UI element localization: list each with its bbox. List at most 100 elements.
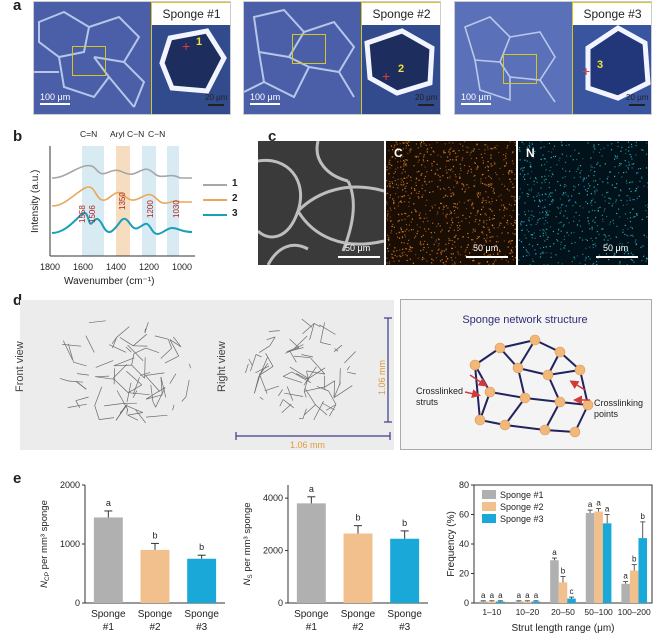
- spectrum-series-3: [51, 211, 193, 235]
- b-xlabel: Wavenumber (cm⁻¹): [64, 276, 155, 287]
- zoom-box: [72, 46, 106, 76]
- b-xtick-1600: 1600: [73, 262, 94, 272]
- svg-text:+: +: [582, 63, 590, 79]
- scale-bar: [40, 103, 70, 105]
- significance-letter: a: [490, 591, 495, 600]
- label-crosslinking-points: Crosslinking points: [594, 398, 644, 419]
- spectrum-series-2: [51, 186, 192, 207]
- edx-nitrogen-label: N: [526, 146, 535, 160]
- bar: [621, 583, 630, 603]
- inset-scale-label: 20 μm: [415, 93, 438, 102]
- bar: [523, 601, 532, 603]
- x-tick-label: 1–10: [482, 607, 501, 617]
- bar: [390, 538, 420, 603]
- scale-bar-label: 100 μm: [40, 92, 71, 102]
- inset-scale-bar: [629, 104, 645, 106]
- spectrum-series-1: [51, 164, 192, 179]
- right-view-label: Right view: [216, 341, 228, 392]
- y-tick-label: 80: [459, 480, 469, 490]
- b-legend-line-1: [203, 184, 227, 186]
- svg-text:+: +: [382, 68, 390, 84]
- significance-letter: b: [561, 566, 566, 575]
- edx-carbon-label: C: [394, 146, 403, 160]
- x-tick-label: #2: [352, 622, 364, 633]
- significance-letter: a: [498, 591, 503, 600]
- b-xtick-1400: 1400: [106, 262, 127, 272]
- peak-label-1350: 1350: [118, 192, 127, 210]
- bar: [343, 533, 373, 603]
- panel-label-c: c: [268, 128, 277, 145]
- peak-label-1200: 1200: [146, 200, 155, 218]
- significance-letter: b: [355, 513, 360, 523]
- peak-label-1558: 1558: [78, 205, 87, 223]
- inset-scale-bar: [208, 104, 224, 106]
- peak-label-1030: 1030: [172, 200, 181, 218]
- significance-letter: a: [525, 591, 530, 600]
- y-tick-label: 60: [459, 510, 469, 520]
- bar-chart-ncp: 0 1000 2000 a Sponge #1 b Sponge #2 b Sponge #3 NCP …: [39, 480, 225, 633]
- x-tick-label: Sponge: [387, 609, 422, 620]
- inset-sponge-3: + Sponge #3 3 20 μm: [572, 2, 651, 114]
- edx-nitrogen-map: [518, 141, 648, 265]
- bar: [514, 601, 524, 603]
- band-label-cn-single: C−N: [148, 129, 166, 139]
- b-legend-2: 2: [232, 193, 238, 204]
- b-xtick-1000: 1000: [172, 262, 193, 272]
- b-xtick-1200: 1200: [139, 262, 160, 272]
- bar: [478, 601, 488, 603]
- b-legend-3: 3: [232, 208, 238, 219]
- legend-label: Sponge #3: [500, 514, 544, 524]
- x-tick-label: #3: [196, 622, 208, 633]
- x-axis-label: Strut length range (μm): [511, 623, 614, 634]
- y-tick-label: 20: [459, 569, 469, 579]
- inset-scale-label: 20 μm: [205, 93, 228, 102]
- micrograph-sponge-1: 100 μm + Sponge #1 1 20 μm: [33, 1, 231, 115]
- y-tick-label: 0: [75, 598, 80, 608]
- sem-scale-label: 50 μm: [345, 243, 371, 253]
- x-tick-label: Sponge: [184, 609, 219, 620]
- zoom-box: [292, 34, 326, 64]
- y-axis-label: NCP per mm³ sponge: [39, 500, 51, 588]
- x-tick-label: #2: [149, 622, 161, 633]
- x-tick-label: #1: [306, 622, 318, 633]
- panel-label-b: b: [13, 128, 23, 145]
- y-tick-label: 0: [464, 598, 469, 608]
- y-axis-label: NS per mm³ sponge: [242, 502, 254, 585]
- inset-sponge-1: + Sponge #1 1 20 μm: [151, 2, 230, 114]
- inset-title: Sponge #2: [362, 3, 440, 25]
- ftir-spectrum-chart: [49, 146, 195, 257]
- band-label-aryl-cn: Aryl C−N: [110, 129, 145, 139]
- bar: [93, 517, 123, 603]
- panel-label-a: a: [13, 0, 22, 14]
- b-legend-line-2: [203, 199, 227, 201]
- bar: [531, 601, 541, 603]
- x-tick-label: 50–100: [584, 607, 613, 617]
- scale-bar: [250, 103, 280, 105]
- significance-letter: a: [605, 505, 610, 514]
- edx-nitrogen-scale-bar: [596, 256, 638, 258]
- x-tick-label: Sponge: [294, 609, 329, 620]
- marker-number: 1: [196, 36, 203, 48]
- significance-letter: c: [570, 587, 574, 596]
- x-tick-label: #3: [399, 622, 411, 633]
- bar: [550, 560, 559, 603]
- significance-letter: a: [517, 591, 522, 600]
- marker-number: 3: [597, 59, 604, 71]
- y-axis-label: Frequency (%): [446, 511, 457, 577]
- marker-number: 2: [398, 63, 405, 75]
- inset-title: Sponge #3: [573, 3, 651, 25]
- panel-label-d: d: [13, 292, 23, 309]
- network-schematic: [464, 334, 594, 438]
- bar: [638, 538, 648, 603]
- dimension-horizontal: 1.06 mm: [290, 440, 326, 450]
- bar: [558, 582, 568, 603]
- scale-bar-label: 100 μm: [250, 92, 281, 102]
- legend-label: Sponge #2: [500, 502, 544, 512]
- edx-carbon-scale-label: 50 μm: [473, 243, 499, 253]
- bar: [487, 601, 497, 603]
- band-cn-double: [82, 146, 104, 256]
- bar: [496, 601, 505, 603]
- x-tick-label: Sponge: [138, 609, 173, 620]
- zoom-box: [503, 54, 537, 84]
